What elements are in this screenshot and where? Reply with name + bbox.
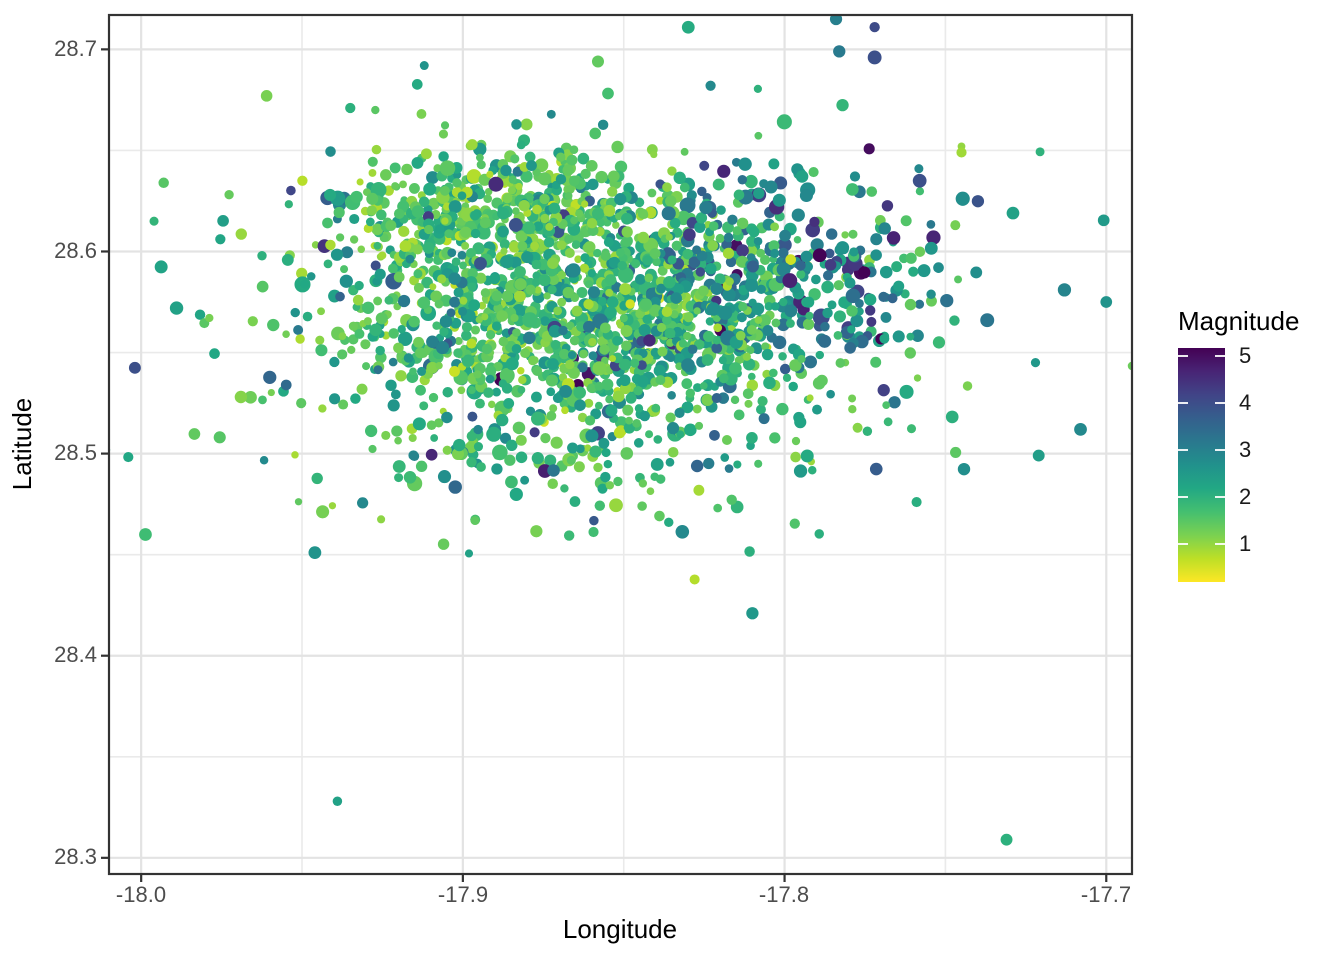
legend-tick-label: 1 bbox=[1239, 531, 1252, 556]
y-tick-label: 28.7 bbox=[54, 36, 97, 61]
legend-title: Magnitude bbox=[1178, 306, 1300, 336]
colorbar-tick-mark bbox=[1215, 448, 1225, 451]
y-tick-label: 28.3 bbox=[54, 844, 97, 869]
colorbar-tick-mark bbox=[1178, 448, 1188, 451]
colorbar-tick-mark bbox=[1215, 542, 1225, 545]
colorbar-tick-mark bbox=[1215, 495, 1225, 498]
legend-tick-label: 3 bbox=[1239, 437, 1252, 462]
colorbar-tick-mark bbox=[1215, 354, 1225, 357]
colorbar bbox=[1178, 348, 1225, 582]
y-axis-title: Latitude bbox=[7, 397, 37, 491]
y-tick-label: 28.4 bbox=[54, 642, 97, 667]
y-tick-label: 28.6 bbox=[54, 238, 97, 263]
x-axis-title: Longitude bbox=[562, 914, 678, 944]
colorbar-tick-mark bbox=[1178, 495, 1188, 498]
x-tick-label: -17.9 bbox=[437, 882, 489, 907]
x-tick-label: -18.0 bbox=[115, 882, 167, 907]
legend-tick-label: 2 bbox=[1239, 484, 1252, 509]
x-tick-label: -17.7 bbox=[1080, 882, 1132, 907]
legend-tick-label: 5 bbox=[1239, 343, 1252, 368]
legend-tick-label: 4 bbox=[1239, 390, 1252, 415]
y-tick-label: 28.5 bbox=[54, 440, 97, 465]
x-tick-label: -17.8 bbox=[758, 882, 810, 907]
colorbar-tick-mark bbox=[1178, 401, 1188, 404]
colorbar-tick-mark bbox=[1215, 401, 1225, 404]
colorbar-tick-mark bbox=[1178, 354, 1188, 357]
colorbar-tick-mark bbox=[1178, 542, 1188, 545]
